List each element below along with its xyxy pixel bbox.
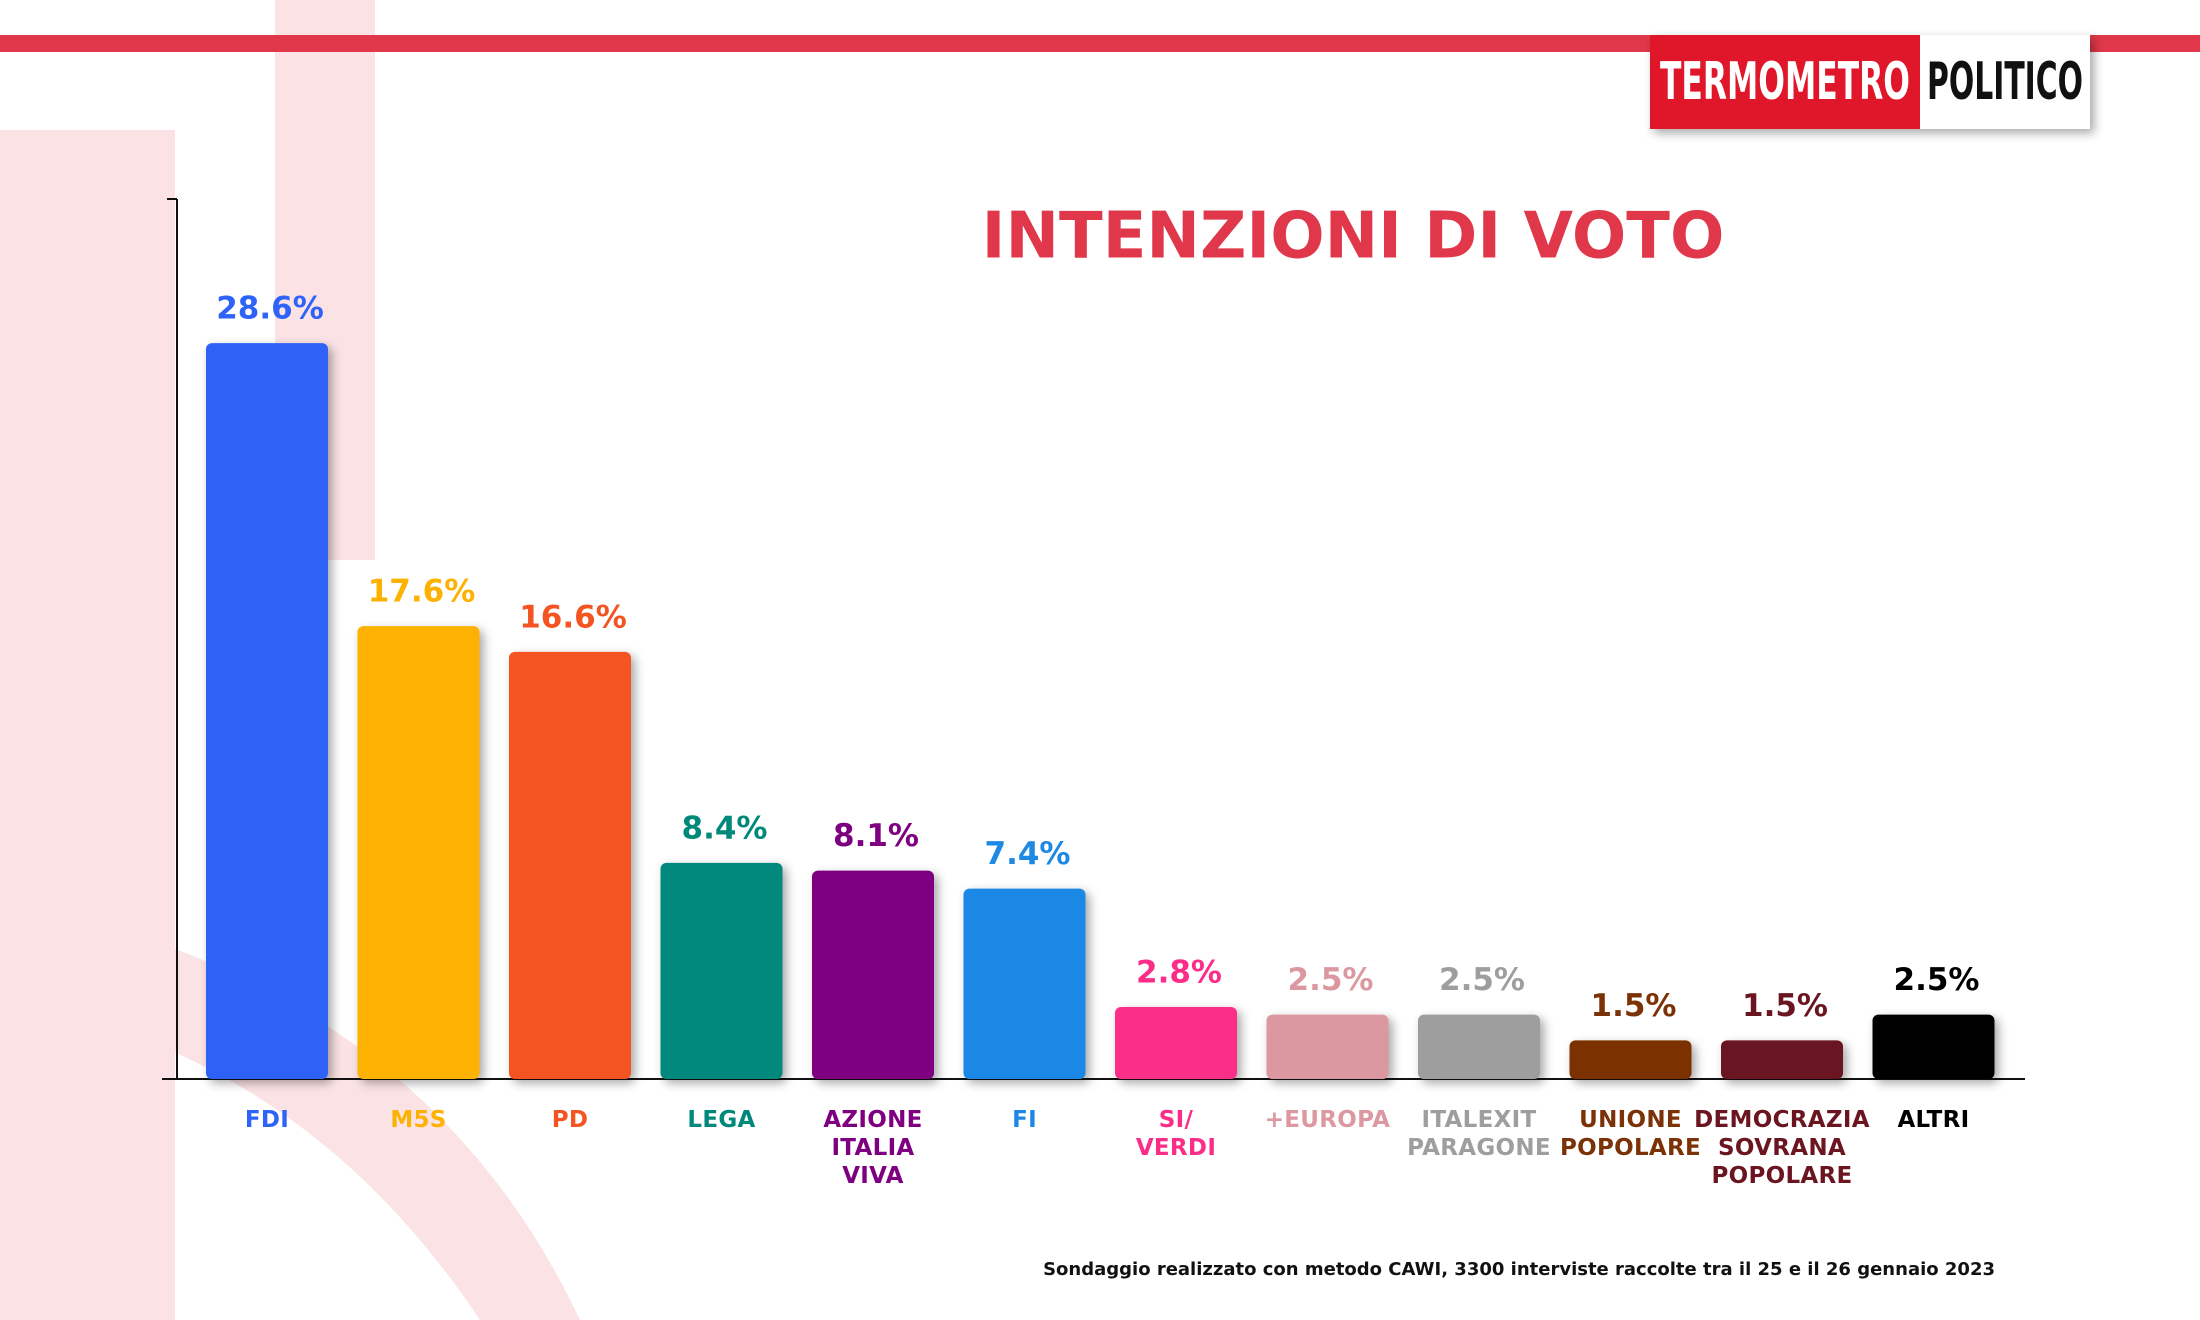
x-tick-label: SI/ VERDI <box>1135 1107 1217 1161</box>
x-tick-label: PD <box>551 1107 589 1133</box>
value-label: 28.6% <box>216 291 324 327</box>
value-label: 7.4% <box>985 836 1071 872</box>
bar <box>1418 1014 1540 1079</box>
value-label: 1.5% <box>1742 988 1828 1024</box>
x-tick-label: ITALEXIT PARAGONE <box>1407 1107 1551 1161</box>
x-tick-label: M5S <box>390 1107 447 1133</box>
logo-left: TERMOMETRO <box>1660 52 1910 112</box>
x-tick-label: FDI <box>244 1107 290 1133</box>
bar <box>963 888 1086 1079</box>
value-label: 8.1% <box>833 818 919 854</box>
logo-right: POLITICO <box>1927 52 2083 112</box>
value-label: 1.5% <box>1591 988 1677 1024</box>
bar <box>812 870 934 1079</box>
x-tick-label: DEMOCRAZIA SOVRANA POPOLARE <box>1694 1107 1870 1189</box>
value-label: 8.4% <box>682 810 768 846</box>
chart-title: INTENZIONI DI VOTO <box>982 200 1725 274</box>
value-label: 2.5% <box>1288 962 1374 998</box>
value-label: 2.8% <box>1136 954 1222 990</box>
value-label: 2.5% <box>1439 962 1525 998</box>
x-tick-label: LEGA <box>687 1107 756 1133</box>
background-decor <box>0 0 580 1320</box>
value-label: 17.6% <box>368 574 476 610</box>
logo <box>1650 35 2090 129</box>
bar <box>1569 1040 1692 1079</box>
x-tick-label: FI <box>1012 1107 1037 1133</box>
bar <box>509 651 631 1079</box>
x-tick-label: AZIONE ITALIA VIVA <box>823 1107 923 1189</box>
bar <box>660 862 783 1079</box>
bar <box>357 626 480 1079</box>
value-label: 2.5% <box>1894 962 1980 998</box>
bar <box>1266 1014 1389 1079</box>
bar <box>206 343 328 1079</box>
bar <box>1872 1014 1995 1079</box>
footnote: Sondaggio realizzato con metodo CAWI, 33… <box>1043 1259 1995 1280</box>
bar <box>1721 1040 1843 1079</box>
x-tick-label: ALTRI <box>1897 1107 1970 1133</box>
x-tick-label: +EUROPA <box>1264 1107 1391 1133</box>
bar <box>1115 1006 1237 1079</box>
value-label: 16.6% <box>519 599 627 635</box>
x-tick-label: UNIONE POPOLARE <box>1559 1107 1702 1161</box>
